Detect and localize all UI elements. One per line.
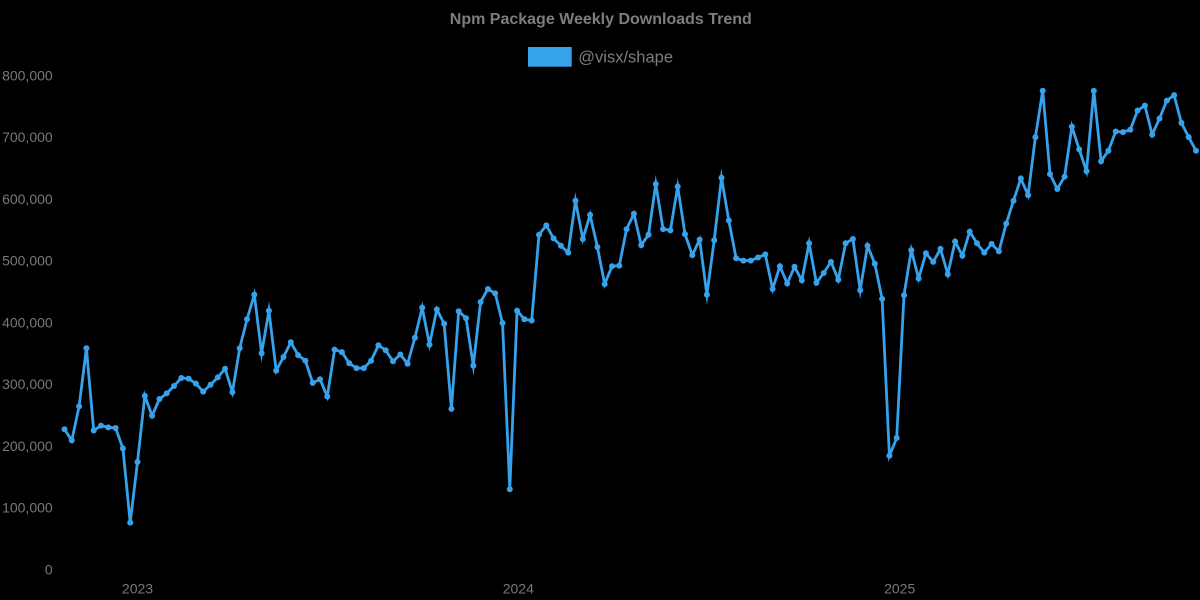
svg-text:800,000: 800,000: [2, 67, 53, 83]
svg-text:300,000: 300,000: [2, 376, 53, 392]
svg-text:500,000: 500,000: [2, 253, 53, 269]
svg-text:@visx/shape: @visx/shape: [578, 49, 673, 67]
svg-text:700,000: 700,000: [2, 129, 53, 145]
svg-text:600,000: 600,000: [2, 191, 53, 207]
svg-text:2025: 2025: [884, 581, 915, 597]
svg-text:0: 0: [45, 562, 53, 578]
svg-text:200,000: 200,000: [2, 438, 53, 454]
svg-text:100,000: 100,000: [2, 500, 53, 516]
svg-text:2023: 2023: [122, 581, 153, 597]
svg-text:Npm Package Weekly Downloads T: Npm Package Weekly Downloads Trend: [450, 11, 752, 28]
svg-text:2024: 2024: [503, 581, 534, 597]
svg-text:400,000: 400,000: [2, 314, 53, 330]
